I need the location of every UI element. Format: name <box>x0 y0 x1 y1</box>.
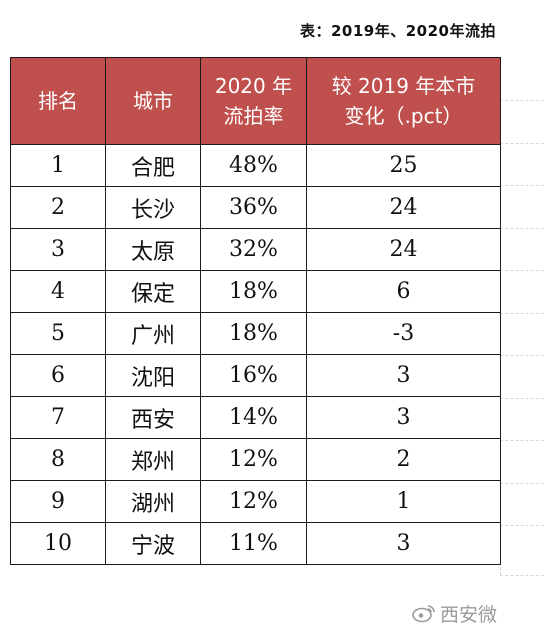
grid-row-line <box>500 143 544 144</box>
header-rate-line1: 2020 年 <box>214 74 293 98</box>
rank-cell: 10 <box>10 522 106 565</box>
change-cell: 6 <box>306 270 501 313</box>
weibo-icon <box>412 603 436 623</box>
header-change-line2: 变化（.pct） <box>344 104 463 128</box>
grid-column-line <box>500 57 501 575</box>
watermark: 西安微 <box>412 598 544 628</box>
change-cell: -3 <box>306 312 501 355</box>
grid-row-line <box>500 575 544 576</box>
grid-row-line <box>500 100 544 101</box>
table-row: 6 沈阳 16% 3 <box>10 354 501 397</box>
header-city-label: 城市 <box>133 89 173 113</box>
table-row: 3 太原 32% 24 <box>10 228 501 271</box>
change-cell: 2 <box>306 438 501 481</box>
table-row: 8 郑州 12% 2 <box>10 438 501 481</box>
rank-cell: 7 <box>10 396 106 439</box>
grid-row-line <box>500 355 544 356</box>
header-rate-line2: 流拍率 <box>223 104 284 128</box>
table-title: 表：2019年、2020年流拍 <box>300 22 496 40</box>
rate-cell: 18% <box>200 270 307 313</box>
city-cell: 保定 <box>105 270 201 313</box>
city-cell: 郑州 <box>105 438 201 481</box>
city-cell: 长沙 <box>105 186 201 229</box>
rank-cell: 2 <box>10 186 106 229</box>
grid-row-line <box>500 313 544 314</box>
rank-cell: 3 <box>10 228 106 271</box>
table-body: 1 合肥 48% 25 2 长沙 36% 24 3 太原 32% 24 4 保定 18% 6 5 广州 18% -3 6… <box>10 144 501 565</box>
city-cell: 湖州 <box>105 480 201 523</box>
header-change-vs-2019: 较 2019 年本市 变化（.pct） <box>306 57 501 145</box>
grid-row-line <box>500 483 544 484</box>
change-cell: 24 <box>306 186 501 229</box>
rate-cell: 48% <box>200 144 307 187</box>
city-cell: 合肥 <box>105 144 201 187</box>
header-change-line1: 较 2019 年本市 <box>331 74 476 98</box>
rank-cell: 5 <box>10 312 106 355</box>
watermark-text: 西安微 <box>440 603 498 626</box>
table-row: 4 保定 18% 6 <box>10 270 501 313</box>
city-cell: 宁波 <box>105 522 201 565</box>
rank-cell: 9 <box>10 480 106 523</box>
rate-cell: 36% <box>200 186 307 229</box>
rate-cell: 16% <box>200 354 307 397</box>
header-rank-label: 排名 <box>38 89 78 113</box>
change-cell: 1 <box>306 480 501 523</box>
rank-cell: 6 <box>10 354 106 397</box>
table-row: 10 宁波 11% 3 <box>10 522 501 565</box>
auction-ranking-table: 排名 城市 2020 年 流拍率 较 2019 年本市 变化（.pct） 1 合肥… <box>10 57 501 565</box>
city-cell: 沈阳 <box>105 354 201 397</box>
header-city: 城市 <box>105 57 201 145</box>
grid-row-line <box>500 228 544 229</box>
table-row: 2 长沙 36% 24 <box>10 186 501 229</box>
rate-cell: 11% <box>200 522 307 565</box>
rank-cell: 4 <box>10 270 106 313</box>
change-cell: 3 <box>306 396 501 439</box>
city-cell: 广州 <box>105 312 201 355</box>
grid-row-line <box>500 270 544 271</box>
city-cell: 西安 <box>105 396 201 439</box>
grid-row-line <box>500 398 544 399</box>
grid-row-line <box>500 185 544 186</box>
table-header-row: 排名 城市 2020 年 流拍率 较 2019 年本市 变化（.pct） <box>10 57 501 145</box>
grid-row-line <box>500 440 544 441</box>
rank-cell: 1 <box>10 144 106 187</box>
rank-cell: 8 <box>10 438 106 481</box>
rate-cell: 12% <box>200 438 307 481</box>
change-cell: 25 <box>306 144 501 187</box>
rate-cell: 12% <box>200 480 307 523</box>
change-cell: 3 <box>306 522 501 565</box>
table-row: 1 合肥 48% 25 <box>10 144 501 187</box>
rate-cell: 14% <box>200 396 307 439</box>
grid-row-line <box>500 525 544 526</box>
table-row: 7 西安 14% 3 <box>10 396 501 439</box>
change-cell: 24 <box>306 228 501 271</box>
change-cell: 3 <box>306 354 501 397</box>
header-rank: 排名 <box>10 57 106 145</box>
header-rate-2020: 2020 年 流拍率 <box>200 57 307 145</box>
city-cell: 太原 <box>105 228 201 271</box>
table-row: 5 广州 18% -3 <box>10 312 501 355</box>
rate-cell: 32% <box>200 228 307 271</box>
rate-cell: 18% <box>200 312 307 355</box>
table-row: 9 湖州 12% 1 <box>10 480 501 523</box>
